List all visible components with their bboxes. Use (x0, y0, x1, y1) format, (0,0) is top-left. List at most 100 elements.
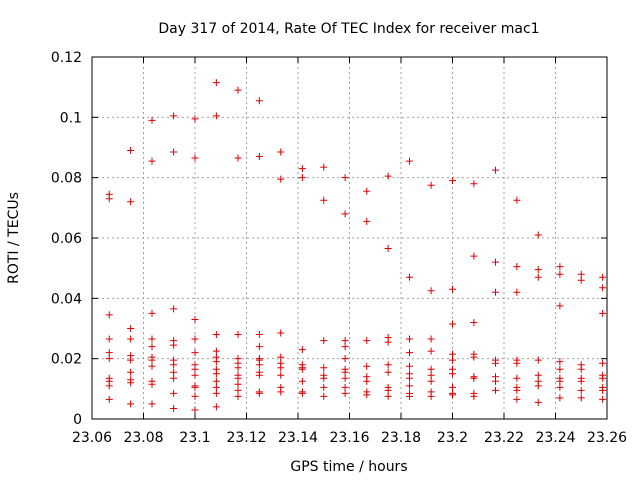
data-point (556, 365, 564, 373)
data-point (556, 270, 564, 278)
data-point (513, 263, 521, 271)
data-point (320, 196, 328, 204)
data-point (127, 335, 135, 343)
x-tick-label: 23.16 (329, 430, 369, 446)
data-point (277, 371, 285, 379)
data-point (234, 392, 242, 400)
data-point (384, 361, 392, 369)
data-point (341, 210, 349, 218)
data-point (577, 377, 585, 385)
data-point (127, 198, 135, 206)
data-point (405, 335, 413, 343)
data-point (599, 273, 607, 281)
data-point (363, 377, 371, 385)
data-point (320, 163, 328, 171)
data-point (234, 374, 242, 382)
data-point (363, 391, 371, 399)
data-point (341, 174, 349, 182)
data-point (599, 309, 607, 317)
data-point (212, 331, 220, 339)
data-point (212, 370, 220, 378)
data-point (492, 258, 500, 266)
data-point (127, 147, 135, 155)
data-point (212, 389, 220, 397)
data-point (513, 196, 521, 204)
data-point (449, 383, 456, 391)
data-point (212, 79, 220, 87)
data-point (492, 288, 500, 296)
data-point (127, 368, 135, 376)
data-point (513, 359, 521, 367)
data-point (255, 361, 263, 369)
data-point (341, 355, 349, 363)
data-point (405, 374, 413, 382)
data-point (212, 112, 220, 120)
data-point (384, 368, 392, 376)
x-tick-label: 23.2 (437, 430, 468, 446)
data-point (556, 394, 564, 402)
data-point (449, 370, 456, 378)
data-point (492, 377, 500, 385)
data-point (170, 305, 178, 313)
data-point (320, 392, 328, 400)
data-point (212, 403, 220, 411)
data-point (234, 380, 242, 388)
x-tick-label: 23.06 (72, 430, 112, 446)
data-point (170, 374, 178, 382)
chart-title: Day 317 of 2014, Rate Of TEC Index for r… (158, 21, 539, 37)
data-point (449, 177, 456, 185)
data-point (341, 374, 349, 382)
data-point (449, 391, 456, 399)
data-point (191, 406, 199, 414)
data-point (277, 388, 285, 396)
data-point (127, 356, 135, 364)
data-point (405, 273, 413, 281)
data-point (212, 358, 220, 366)
x-tick-label: 23.22 (484, 430, 524, 446)
data-point (191, 335, 199, 343)
data-point (384, 172, 392, 180)
data-point (341, 383, 349, 391)
data-point (341, 389, 349, 397)
y-axis-label: ROTI / TECUs (6, 192, 22, 284)
x-tick-label: 23.26 (587, 430, 627, 446)
y-tick-label: 0.08 (51, 171, 82, 187)
data-point (384, 392, 392, 400)
data-point (105, 311, 113, 319)
data-point (191, 383, 199, 391)
data-point (363, 217, 371, 225)
data-point (492, 359, 500, 367)
data-point (105, 335, 113, 343)
data-point (492, 166, 500, 174)
data-point (277, 329, 285, 337)
data-point (513, 395, 521, 403)
data-point (255, 371, 263, 379)
data-point (320, 374, 328, 382)
data-point (298, 365, 306, 373)
data-point (148, 116, 156, 124)
data-point (341, 343, 349, 351)
data-point (105, 382, 113, 390)
data-point (234, 386, 242, 394)
data-point (363, 337, 371, 345)
x-tick-label: 23.12 (226, 430, 266, 446)
data-point (384, 338, 392, 346)
data-point (298, 174, 306, 182)
data-point (449, 356, 456, 364)
data-point (427, 371, 435, 379)
y-tick-label: 0.12 (51, 50, 82, 66)
data-point (341, 368, 349, 376)
data-point (405, 349, 413, 357)
data-point (556, 358, 564, 366)
data-point (234, 86, 242, 94)
data-point (427, 392, 435, 400)
data-point (449, 350, 456, 358)
data-point (534, 273, 542, 281)
data-point (556, 302, 564, 310)
data-point (320, 337, 328, 345)
data-point (191, 154, 199, 162)
data-point (470, 353, 478, 361)
x-tick-label: 23.24 (535, 430, 575, 446)
data-point (277, 353, 285, 361)
